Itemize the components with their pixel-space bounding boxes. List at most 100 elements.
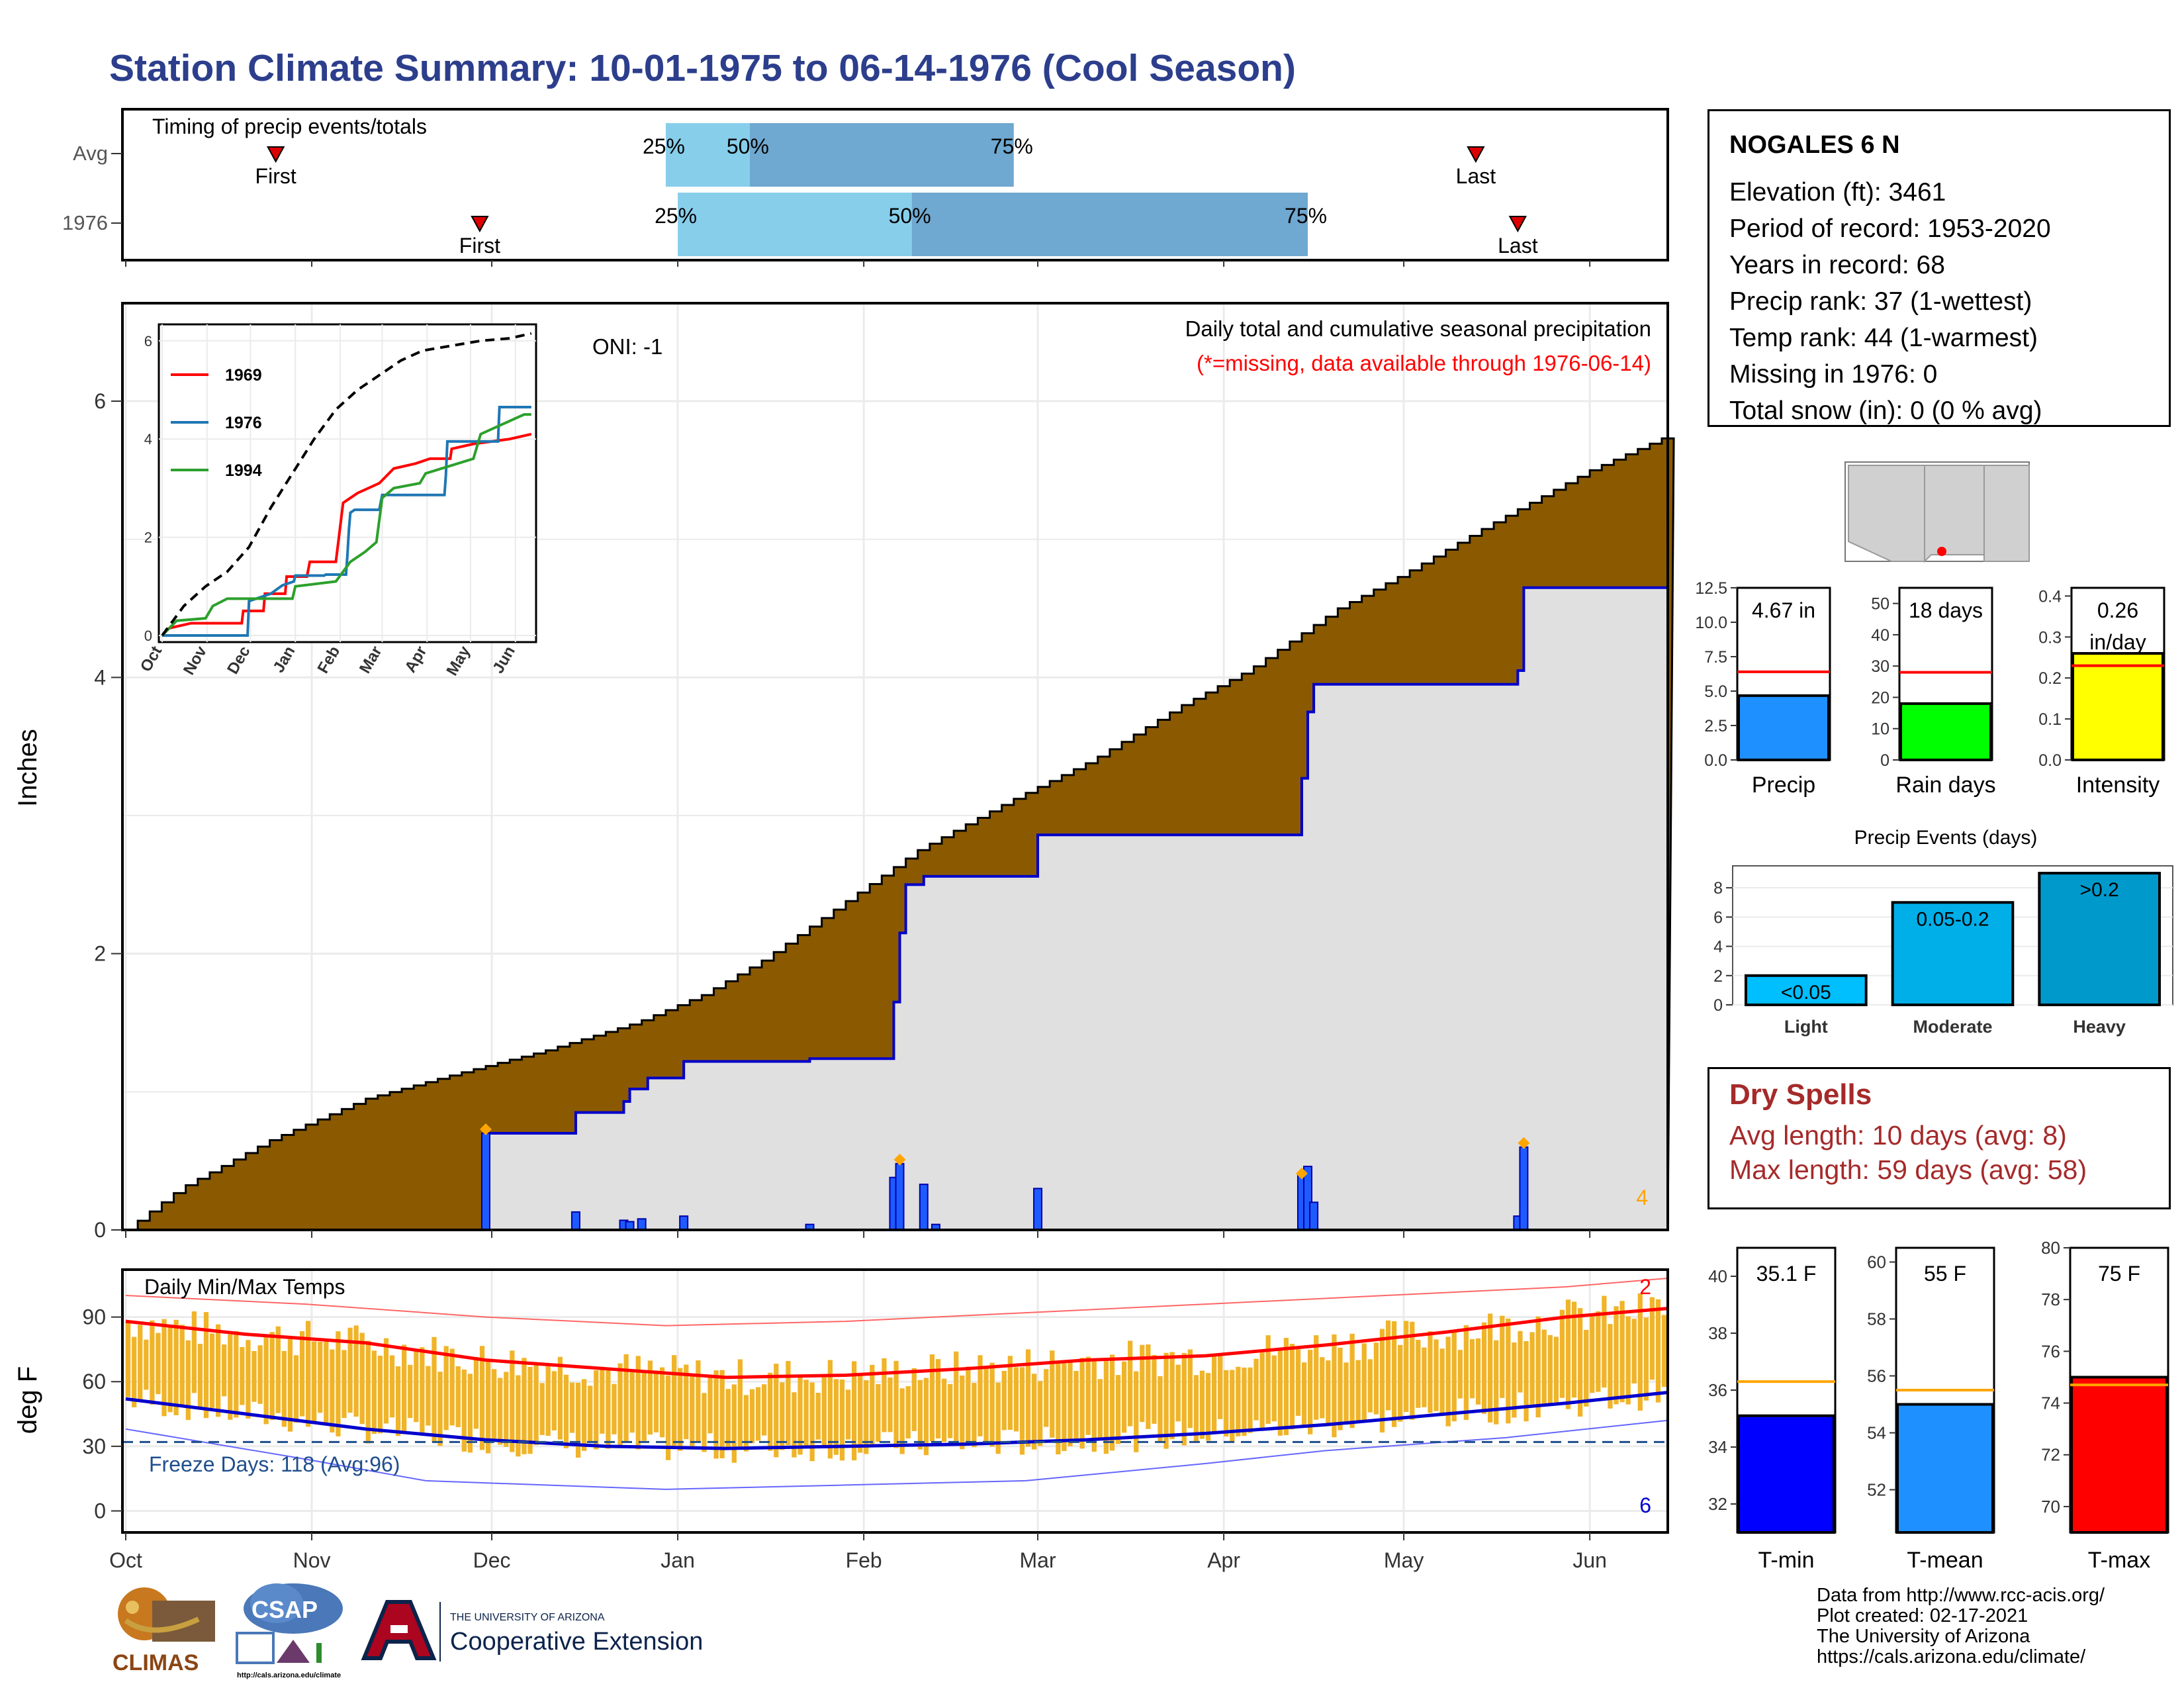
- temps-daily-bar: [389, 1355, 395, 1418]
- climas-logo[interactable]: CLIMAS: [106, 1581, 225, 1680]
- precip-daily-bar: [1309, 1201, 1319, 1231]
- temps-daily-bar: [606, 1368, 611, 1449]
- temps-daily-bar: [1494, 1340, 1499, 1425]
- temps-daily-bar: [527, 1366, 533, 1454]
- temps-daily-bar: [1320, 1357, 1325, 1419]
- temps-daily-bar: [635, 1356, 641, 1450]
- temps-daily-bar: [792, 1392, 797, 1458]
- inset-series-line: [161, 432, 532, 637]
- temps-daily-bar: [1308, 1350, 1313, 1434]
- timing-q50-label: 50%: [889, 204, 931, 228]
- temps-daily-bar: [929, 1354, 935, 1442]
- timing-quartile-25-50: [678, 193, 912, 256]
- ua-logo-small-text: THE UNIVERSITY OF ARIZONA: [450, 1612, 605, 1623]
- station-info-box: NOGALES 6 N Elevation (ft): 3461 Period …: [1707, 109, 2171, 427]
- temps-daily-bar: [209, 1333, 215, 1408]
- temps-daily-bar: [809, 1382, 815, 1462]
- temps-daily-bar: [426, 1366, 431, 1426]
- summary-temp-y-tick-label: 60: [1867, 1252, 1886, 1272]
- temps-x-tick-label: May: [1384, 1548, 1424, 1572]
- inset-legend-label: 1994: [225, 461, 262, 480]
- temps-daily-bar: [437, 1372, 443, 1446]
- temps-daily-bar: [594, 1370, 599, 1450]
- summary-temp-y-tick-label: 72: [2041, 1445, 2060, 1465]
- csap-logo[interactable]: CSAP http://cals.arizona.edu/climate: [230, 1577, 349, 1683]
- temps-daily-bar: [858, 1373, 863, 1453]
- temps-daily-bar: [203, 1312, 209, 1419]
- temps-daily-bar: [1103, 1361, 1109, 1454]
- temps-daily-bar: [612, 1383, 617, 1434]
- temps-daily-bar: [882, 1358, 887, 1432]
- summary-precip-y-tick-label: 0.2: [2038, 669, 2062, 688]
- precip-y-tick-label: 2: [94, 942, 106, 966]
- temps-daily-bar: [707, 1377, 713, 1434]
- temps-daily-bar: [575, 1382, 581, 1458]
- temps-corner-top: 2: [1639, 1275, 1651, 1299]
- precip-y-axis-label: Inches: [13, 729, 42, 807]
- temps-daily-bar: [762, 1384, 767, 1436]
- temps-freeze-label: Freeze Days: 118 (Avg:96): [149, 1452, 400, 1476]
- station-snow: Total snow (in): 0 (0 % avg): [1729, 397, 2042, 425]
- events-bar-label: >0.2: [2080, 879, 2119, 901]
- inset-y-tick-label: 0: [144, 628, 152, 644]
- events-bar: [1745, 974, 1868, 1006]
- temps-daily-bar: [1355, 1360, 1361, 1423]
- timing-last-marker: [1508, 216, 1527, 233]
- summary-precip-y-tick-label: 7.5: [1704, 648, 1727, 667]
- temps-daily-bar: [1277, 1350, 1283, 1436]
- temps-daily-bar: [797, 1376, 803, 1455]
- temps-daily-bar: [1361, 1343, 1367, 1421]
- precip-max-marker: [1518, 1137, 1530, 1149]
- temps-daily-bar: [287, 1339, 293, 1432]
- temps-daily-bar: [383, 1338, 389, 1424]
- summary-precip-y-tick-label: 2.5: [1704, 717, 1727, 735]
- temps-daily-bar: [876, 1383, 881, 1442]
- temps-daily-bar: [821, 1377, 827, 1446]
- summary-temp-y-tick-label: 76: [2041, 1341, 2060, 1361]
- station-precip-rank: Precip rank: 37 (1-wettest): [1729, 287, 2032, 316]
- inset-series-line: [162, 406, 531, 637]
- summary-precip-x-label: Rain days: [1895, 773, 1995, 798]
- station-name: NOGALES 6 N: [1729, 131, 1900, 159]
- credit-url: https://cals.arizona.edu/climate/: [1817, 1646, 2086, 1667]
- temps-daily-bar: [563, 1374, 569, 1448]
- temps-daily-bar: [887, 1377, 893, 1432]
- summary-temp-y-tick-label: 56: [1867, 1366, 1886, 1386]
- temps-daily-bar: [1007, 1356, 1013, 1430]
- temps-daily-bar: [1019, 1367, 1025, 1455]
- temps-daily-bar: [1625, 1316, 1631, 1405]
- temps-daily-bar: [432, 1336, 437, 1442]
- precip-oni-label: ONI: -1: [592, 334, 662, 359]
- temps-daily-bar: [995, 1382, 1001, 1454]
- precip-chart-title: Daily total and cumulative seasonal prec…: [1185, 316, 1651, 341]
- temps-daily-bar: [1596, 1311, 1601, 1392]
- temps-daily-bar: [1643, 1317, 1649, 1401]
- temps-daily-bar: [1073, 1371, 1079, 1440]
- summary-temp-y-tick-label: 34: [1708, 1437, 1727, 1457]
- credit-date: Plot created: 02-17-2021: [1817, 1605, 2028, 1626]
- temps-daily-bar: [1289, 1344, 1295, 1430]
- temps-daily-bar: [1283, 1338, 1289, 1435]
- summary-precip-bar: [1899, 702, 1992, 761]
- temps-daily-bar: [1631, 1319, 1637, 1383]
- temps-x-tick-label: Oct: [109, 1548, 142, 1572]
- summary-precip-value-label: 4.67 in: [1752, 598, 1815, 622]
- map-state: [1848, 465, 1925, 562]
- temps-daily-bar: [395, 1366, 401, 1436]
- summary-precip-y-tick-label: 10.0: [1695, 614, 1727, 632]
- temps-daily-bar: [510, 1350, 515, 1452]
- temps-daily-bar: [173, 1319, 179, 1415]
- arizona-map: [1844, 461, 2030, 563]
- climas-logo-text: CLIMAS: [113, 1650, 199, 1675]
- temps-daily-bar: [1488, 1313, 1493, 1423]
- temps-daily-bar: [839, 1380, 845, 1461]
- temps-daily-bar: [215, 1324, 221, 1417]
- temps-daily-bar: [893, 1360, 899, 1448]
- credits: Data from http://www.rcc-acis.org/ Plot …: [1817, 1585, 2105, 1667]
- temps-daily-bar: [485, 1360, 491, 1454]
- temps-x-tick-label: Jan: [660, 1548, 695, 1572]
- temps-daily-bar: [641, 1371, 647, 1441]
- temps-daily-bar: [815, 1393, 821, 1440]
- ua-logo[interactable]: THE UNIVERSITY OF ARIZONA Cooperative Ex…: [357, 1595, 754, 1668]
- temps-daily-bar: [1134, 1371, 1139, 1452]
